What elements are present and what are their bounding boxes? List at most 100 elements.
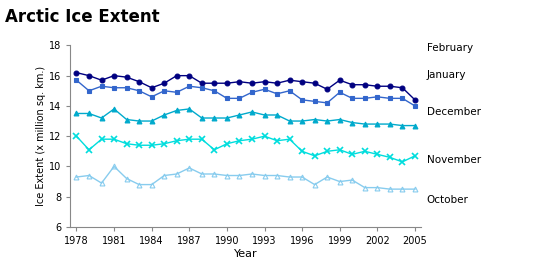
Text: Arctic Ice Extent: Arctic Ice Extent xyxy=(5,8,160,26)
December xyxy=(312,118,318,121)
January xyxy=(236,97,242,100)
October xyxy=(111,165,117,168)
November xyxy=(249,138,255,141)
February xyxy=(349,83,355,86)
December xyxy=(123,118,130,121)
February xyxy=(249,82,255,85)
November xyxy=(136,144,143,147)
October xyxy=(73,175,80,179)
February xyxy=(286,78,293,82)
October xyxy=(123,177,130,180)
Line: October: October xyxy=(74,164,417,191)
January xyxy=(123,86,130,89)
February xyxy=(199,82,205,85)
December xyxy=(286,119,293,123)
January xyxy=(374,95,381,99)
December xyxy=(73,112,80,115)
February xyxy=(236,80,242,83)
October xyxy=(199,172,205,176)
October xyxy=(86,174,92,177)
January xyxy=(399,97,406,100)
November xyxy=(199,138,205,141)
February xyxy=(148,86,155,89)
February xyxy=(136,80,143,83)
January xyxy=(98,85,105,88)
October xyxy=(411,187,418,191)
October xyxy=(261,174,268,177)
February xyxy=(399,86,406,89)
February xyxy=(98,78,105,82)
February xyxy=(211,82,218,85)
November xyxy=(349,153,355,156)
February xyxy=(261,80,268,83)
October xyxy=(274,174,280,177)
January xyxy=(199,86,205,89)
November xyxy=(399,160,406,163)
December xyxy=(387,123,393,126)
November xyxy=(123,142,130,145)
October xyxy=(161,174,167,177)
February xyxy=(173,74,180,77)
January xyxy=(299,98,305,101)
February xyxy=(161,82,167,85)
February xyxy=(312,82,318,85)
October xyxy=(299,175,305,179)
January xyxy=(274,92,280,95)
February xyxy=(274,82,280,85)
November xyxy=(411,154,418,158)
Text: November: November xyxy=(427,155,481,165)
January xyxy=(362,97,368,100)
Line: November: November xyxy=(73,134,418,165)
January xyxy=(387,97,393,100)
December xyxy=(324,119,330,123)
December xyxy=(111,107,117,111)
November xyxy=(224,142,230,145)
Line: February: February xyxy=(74,70,417,102)
December xyxy=(161,113,167,117)
February xyxy=(362,83,368,86)
January xyxy=(211,89,218,92)
Line: January: January xyxy=(75,78,417,108)
October xyxy=(324,175,330,179)
November xyxy=(173,139,180,142)
November xyxy=(387,156,393,159)
December xyxy=(349,121,355,124)
October xyxy=(236,174,242,177)
December xyxy=(173,109,180,112)
December xyxy=(411,124,418,127)
January xyxy=(111,86,117,89)
Text: January: January xyxy=(427,70,466,80)
December xyxy=(236,113,242,117)
February xyxy=(336,78,343,82)
December xyxy=(261,113,268,117)
October xyxy=(336,180,343,183)
October xyxy=(399,187,406,191)
October xyxy=(173,172,180,176)
October xyxy=(349,178,355,182)
December xyxy=(274,113,280,117)
October xyxy=(211,172,218,176)
January xyxy=(324,101,330,104)
October xyxy=(98,182,105,185)
January xyxy=(411,104,418,108)
December xyxy=(199,116,205,120)
Line: December: December xyxy=(74,107,417,128)
December xyxy=(86,112,92,115)
January xyxy=(148,95,155,99)
December xyxy=(136,119,143,123)
December xyxy=(224,116,230,120)
Text: October: October xyxy=(427,195,469,205)
January xyxy=(261,88,268,91)
October xyxy=(136,183,143,186)
November xyxy=(274,139,280,142)
November xyxy=(362,150,368,153)
November xyxy=(186,138,193,141)
November xyxy=(286,138,293,141)
December xyxy=(249,110,255,113)
January xyxy=(161,89,167,92)
October xyxy=(362,186,368,189)
February xyxy=(324,88,330,91)
November xyxy=(148,144,155,147)
Text: February: February xyxy=(427,43,472,53)
February xyxy=(224,82,230,85)
